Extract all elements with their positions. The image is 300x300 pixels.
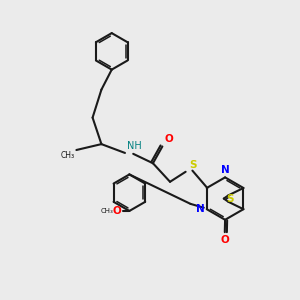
Text: NH: NH <box>127 142 142 152</box>
Text: O: O <box>221 235 230 245</box>
Text: N: N <box>196 204 205 214</box>
Text: CH₃: CH₃ <box>100 208 113 214</box>
Text: S: S <box>226 194 233 204</box>
Text: CH₃: CH₃ <box>61 152 75 160</box>
Text: N: N <box>221 165 230 175</box>
Text: S: S <box>190 160 197 170</box>
Text: O: O <box>112 206 121 216</box>
Text: O: O <box>164 134 173 144</box>
